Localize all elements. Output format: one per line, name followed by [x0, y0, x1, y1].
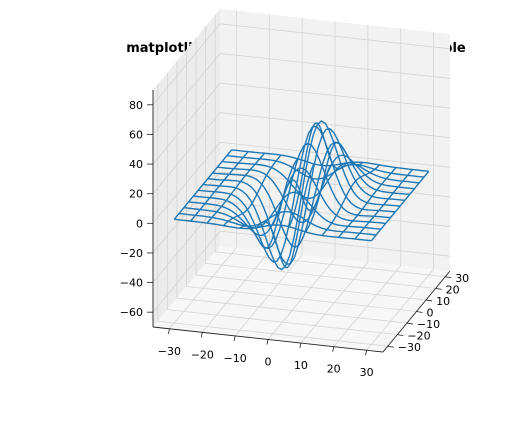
grid-line-z-left — [152, 201, 221, 283]
x-tick-label: 20 — [327, 363, 341, 376]
z-tick-label: 40 — [129, 158, 143, 171]
x-tick-label: 30 — [360, 366, 374, 379]
grid-line-z-back — [219, 141, 451, 168]
z-tick-label: −40 — [120, 277, 143, 290]
x-tick-mark — [365, 350, 367, 356]
y-tick-label: 30 — [455, 272, 469, 285]
grid-line-z-left — [152, 142, 221, 224]
grid-line-y-floor — [157, 320, 388, 347]
wire-line-y — [239, 158, 298, 249]
y-tick-mark — [435, 287, 442, 290]
wire-line-y — [321, 164, 380, 236]
grid-line-z-back — [219, 82, 451, 109]
x-tick-mark — [299, 342, 302, 349]
z-tick-label: 60 — [129, 128, 143, 141]
grid-line-y-floor — [215, 251, 446, 278]
grid-line-y-floor — [167, 309, 398, 336]
grid-line-y-floor — [196, 274, 427, 301]
x-tick-mark — [266, 339, 269, 345]
grid-line-z-back — [219, 112, 451, 139]
x-tick-label: 10 — [294, 359, 308, 372]
wire-line-y — [354, 169, 413, 240]
grid-line-z-back — [219, 53, 451, 79]
axes-ticks: −30 −20 −10 0 10 20 30−30−20−100102030−60−40−2… — [120, 99, 469, 379]
z-tick-label: 80 — [129, 99, 143, 112]
wire-line-y — [206, 152, 266, 224]
grid-line-z-left — [152, 23, 221, 106]
wire-line-y — [337, 167, 397, 238]
grid-line-z-left — [152, 82, 221, 165]
y-tick-mark — [406, 322, 413, 325]
wireframe-surface — [173, 120, 430, 271]
grid-line-y-floor — [186, 286, 417, 312]
x-tick-label: −30 — [158, 345, 181, 358]
grid-line-z-back — [219, 23, 451, 50]
grid-line-z-left — [152, 230, 221, 313]
z-tick-label: −20 — [120, 247, 143, 260]
y-tick-label: −30 — [398, 341, 421, 354]
y-tick-label: 20 — [446, 283, 460, 296]
y-tick-mark — [445, 276, 452, 279]
x-tick-mark — [233, 335, 236, 342]
y-tick-label: −20 — [407, 330, 430, 343]
x-tick-label: −20 — [191, 348, 214, 361]
x-tick-mark — [168, 328, 170, 334]
grid-line-z-left — [152, 53, 221, 135]
grid-line-y-floor — [176, 297, 407, 324]
y-tick-label: 0 — [427, 307, 434, 320]
y-tick-label: −10 — [417, 318, 440, 331]
z-tick-label: −60 — [120, 306, 143, 319]
z-tick-label: 0 — [136, 217, 143, 230]
y-tick-mark — [426, 299, 433, 302]
grid-line-z-left — [152, 112, 221, 194]
x-tick-mark — [332, 346, 335, 352]
grid-line-y-floor — [205, 262, 436, 289]
wire-line-y — [304, 141, 364, 233]
wire-line-y — [255, 163, 315, 269]
x-tick-label: −10 — [223, 352, 246, 365]
wire-line-y — [173, 149, 233, 220]
y-tick-mark — [397, 334, 404, 337]
x-tick-label: 0 — [265, 356, 272, 369]
z-tick-label: 20 — [129, 188, 143, 201]
wire-line-y — [370, 170, 430, 242]
y-tick-mark — [416, 311, 423, 313]
x-tick-mark — [200, 332, 203, 338]
wire-line-y — [190, 151, 249, 222]
wire-line-y — [288, 122, 348, 228]
y-tick-label: 10 — [436, 295, 450, 308]
y-tick-mark — [387, 345, 394, 348]
wire-line-y — [223, 154, 282, 227]
